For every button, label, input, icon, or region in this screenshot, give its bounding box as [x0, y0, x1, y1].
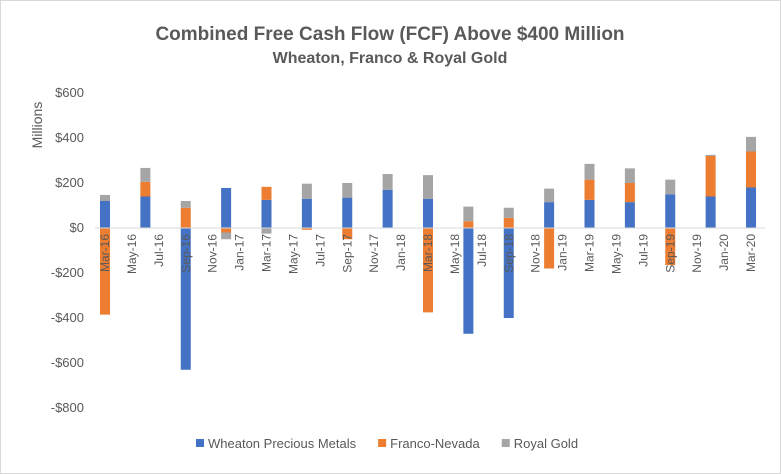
- y-axis-label: Millions: [29, 102, 45, 149]
- bar: [221, 228, 232, 233]
- bar: [180, 207, 191, 228]
- bar: [503, 207, 514, 218]
- bar: [180, 228, 191, 370]
- bar: [624, 168, 635, 183]
- x-tick-label: Sep-18: [502, 234, 516, 273]
- bar: [301, 183, 312, 199]
- x-tick-label: Jul-16: [152, 234, 166, 267]
- legend-swatch: [378, 439, 387, 447]
- y-tick-label: $0: [70, 220, 84, 235]
- legend-label: Wheaton Precious Metals: [208, 436, 357, 451]
- bar: [221, 232, 232, 240]
- bar: [100, 201, 110, 228]
- y-tick-label: -$800: [51, 400, 84, 415]
- y-tick-label: $200: [55, 175, 84, 190]
- bar: [746, 187, 756, 228]
- x-tick-label: Nov-19: [690, 234, 704, 273]
- x-tick-label: Sep-19: [663, 234, 677, 273]
- bar: [463, 206, 474, 222]
- x-tick-label: May-16: [125, 234, 139, 274]
- bar: [261, 199, 272, 228]
- bar: [584, 163, 595, 180]
- bar: [584, 199, 595, 228]
- bar: [342, 228, 353, 240]
- x-tick-label: Jul-17: [313, 234, 327, 267]
- bar: [705, 154, 716, 156]
- x-tick-label: Jan-17: [233, 234, 247, 271]
- bar: [503, 217, 514, 228]
- bar: [544, 202, 555, 228]
- chart-subtitle: Wheaton, Franco & Royal Gold: [273, 50, 508, 67]
- y-tick-label: -$400: [51, 310, 84, 325]
- legend-label: Royal Gold: [514, 436, 578, 451]
- x-tick-label: Jan-19: [556, 234, 570, 271]
- x-tick-label: Mar-17: [260, 234, 274, 272]
- x-tick-label: Mar-16: [98, 234, 112, 272]
- x-tick-label: May-17: [286, 234, 300, 274]
- bar: [382, 174, 393, 190]
- bar: [423, 228, 433, 313]
- x-tick-label: Sep-16: [179, 234, 193, 273]
- y-tick-label: -$600: [51, 355, 84, 370]
- chart-title: Combined Free Cash Flow (FCF) Above $400…: [155, 24, 624, 45]
- x-tick-label: May-18: [448, 234, 462, 274]
- bar: [544, 188, 555, 203]
- bar: [140, 181, 151, 197]
- bar: [261, 228, 272, 234]
- bar: [342, 197, 353, 228]
- x-tick-label: Jan-20: [717, 234, 731, 271]
- bar: [705, 156, 716, 197]
- bar: [100, 228, 110, 315]
- bar: [624, 183, 635, 203]
- x-tick-label: May-19: [609, 234, 623, 274]
- bar: [382, 189, 393, 228]
- x-tick-label: Nov-18: [529, 234, 543, 273]
- bar: [423, 198, 433, 228]
- legend-swatch: [196, 439, 204, 447]
- y-tick-label: -$200: [51, 265, 84, 280]
- bar: [584, 179, 595, 200]
- bar: [342, 183, 353, 198]
- bar: [544, 228, 555, 269]
- bar: [705, 196, 716, 228]
- x-tick-label: Jan-18: [394, 234, 408, 271]
- legend-swatch: [501, 439, 510, 447]
- y-tick-label: $400: [55, 130, 84, 145]
- legend-label: Franco-Nevada: [390, 436, 480, 451]
- bar: [665, 228, 676, 266]
- x-tick-label: Mar-19: [583, 234, 597, 272]
- bar: [140, 196, 151, 228]
- bar: [140, 167, 151, 182]
- bar: [624, 202, 635, 228]
- bar: [423, 175, 433, 199]
- x-tick-label: Mar-20: [744, 234, 758, 272]
- bar: [665, 194, 676, 228]
- x-tick-label: Jul-19: [636, 234, 650, 267]
- bar: [261, 186, 272, 200]
- bar: [665, 179, 676, 195]
- bar: [180, 201, 191, 208]
- bar: [746, 151, 756, 188]
- x-tick-label: Nov-17: [367, 234, 381, 273]
- bar: [100, 194, 110, 201]
- bar: [301, 198, 312, 228]
- x-tick-label: Nov-16: [206, 234, 220, 273]
- x-tick-label: Sep-17: [340, 234, 354, 273]
- bar: [301, 228, 312, 230]
- y-tick-label: $600: [55, 85, 84, 100]
- bar: [221, 187, 232, 228]
- bar: [746, 136, 756, 152]
- bar: [463, 228, 474, 334]
- x-tick-label: Jul-18: [475, 234, 489, 267]
- x-tick-label: Mar-18: [421, 234, 435, 272]
- bar: [503, 228, 514, 318]
- bar: [463, 221, 474, 228]
